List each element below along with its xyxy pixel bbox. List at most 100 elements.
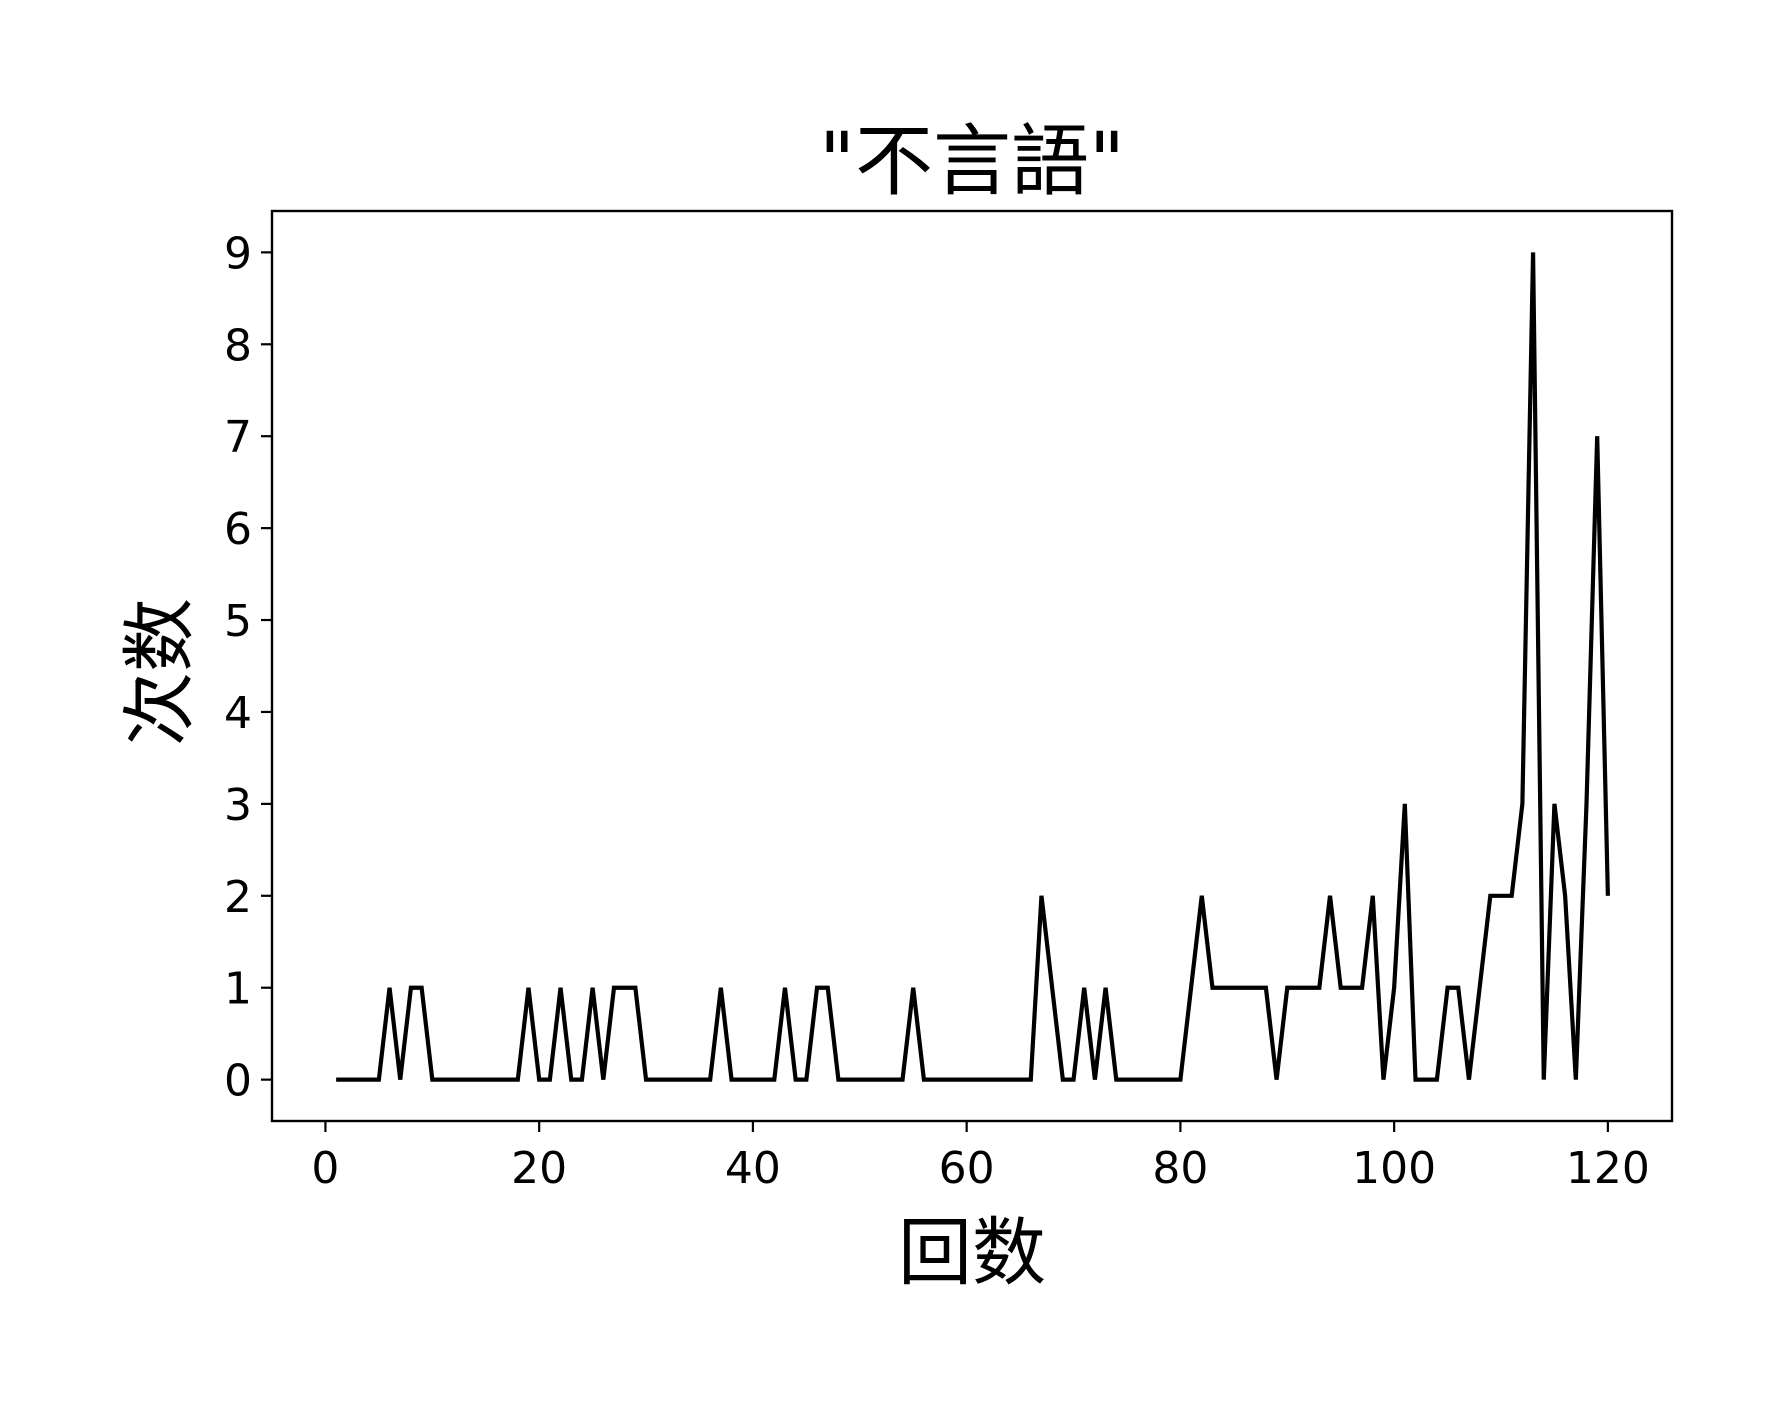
data-point — [1146, 1078, 1150, 1082]
series-layer — [334, 250, 1610, 1082]
series-line — [336, 252, 1610, 1082]
data-point — [1007, 1078, 1011, 1082]
data-point — [623, 986, 627, 990]
data-point — [1061, 1078, 1065, 1082]
data-point — [783, 986, 787, 990]
x-tick-label: 40 — [725, 1143, 781, 1194]
data-point — [1317, 986, 1321, 990]
data-point — [954, 1078, 958, 1082]
y-tick-label: 2 — [224, 872, 252, 923]
y-axis-ticks: 0 1 2 3 4 5 6 7 8 9 — [224, 228, 272, 1107]
x-axis-title: 回数 — [898, 1210, 1046, 1296]
data-point — [441, 1078, 445, 1082]
y-tick-label: 5 — [224, 596, 252, 647]
data-point — [1585, 802, 1589, 806]
data-point — [1082, 986, 1086, 990]
data-point — [1424, 1078, 1428, 1082]
y-tick-label: 4 — [224, 688, 252, 739]
data-point — [1510, 894, 1514, 898]
data-point — [505, 1078, 509, 1082]
data-point — [1381, 1078, 1385, 1082]
data-point — [1243, 986, 1247, 990]
data-point — [1488, 894, 1492, 898]
x-tick-label: 80 — [1152, 1143, 1208, 1194]
data-point — [730, 1078, 734, 1082]
data-point — [1349, 986, 1353, 990]
data-point — [740, 1078, 744, 1082]
data-point — [612, 986, 616, 990]
data-point — [516, 1078, 520, 1082]
data-point — [1189, 986, 1193, 990]
y-tick-label: 6 — [224, 504, 252, 555]
data-point — [537, 1078, 541, 1082]
y-tick-label: 3 — [224, 780, 252, 831]
data-point — [868, 1078, 872, 1082]
data-point — [1328, 894, 1332, 898]
x-tick-label: 20 — [511, 1143, 567, 1194]
data-point — [1253, 986, 1257, 990]
data-point — [644, 1078, 648, 1082]
x-tick-label: 0 — [311, 1143, 339, 1194]
data-point — [569, 1078, 573, 1082]
data-point — [1414, 1078, 1418, 1082]
data-point — [473, 1078, 477, 1082]
data-point — [559, 986, 563, 990]
data-point — [1520, 802, 1524, 806]
data-point — [1531, 250, 1535, 254]
data-point — [1178, 1078, 1182, 1082]
data-point — [548, 1078, 552, 1082]
data-point — [1403, 802, 1407, 806]
data-point — [580, 1078, 584, 1082]
data-point — [687, 1078, 691, 1082]
data-point — [933, 1078, 937, 1082]
data-point — [815, 986, 819, 990]
data-point — [494, 1078, 498, 1082]
data-point — [879, 1078, 883, 1082]
data-point — [1264, 986, 1268, 990]
data-point — [975, 1078, 979, 1082]
data-point — [1275, 1078, 1279, 1082]
plot-area-frame — [270, 209, 1674, 1123]
data-point — [398, 1078, 402, 1082]
data-point — [890, 1078, 894, 1082]
data-point — [697, 1078, 701, 1082]
data-point — [719, 986, 723, 990]
x-axis-ticks: 0 20 40 60 80 100 120 — [311, 1121, 1650, 1194]
data-point — [1210, 986, 1214, 990]
data-point — [1339, 986, 1343, 990]
data-point — [484, 1078, 488, 1082]
data-point — [986, 1078, 990, 1082]
data-point — [1446, 986, 1450, 990]
data-point — [858, 1078, 862, 1082]
data-point — [591, 986, 595, 990]
data-point — [430, 1078, 434, 1082]
data-point — [1221, 986, 1225, 990]
data-point — [655, 1078, 659, 1082]
data-point — [997, 1078, 1001, 1082]
data-point — [794, 1078, 798, 1082]
data-point — [1478, 986, 1482, 990]
data-point — [366, 1078, 370, 1082]
data-point — [1168, 1078, 1172, 1082]
data-point — [1232, 986, 1236, 990]
data-point — [1157, 1078, 1161, 1082]
data-point — [452, 1078, 456, 1082]
data-point — [334, 1078, 338, 1082]
data-point — [345, 1078, 349, 1082]
data-point — [1072, 1078, 1076, 1082]
data-point — [1563, 894, 1567, 898]
data-point — [762, 1078, 766, 1082]
x-tick-label: 100 — [1352, 1143, 1436, 1194]
data-point — [420, 986, 424, 990]
data-point — [836, 1078, 840, 1082]
data-point — [1136, 1078, 1140, 1082]
data-point — [901, 1078, 905, 1082]
data-point — [965, 1078, 969, 1082]
data-point — [751, 1078, 755, 1082]
data-point — [847, 1078, 851, 1082]
data-point — [1467, 1078, 1471, 1082]
data-point — [911, 986, 915, 990]
data-point — [1093, 1078, 1097, 1082]
y-tick-label: 8 — [224, 320, 252, 371]
